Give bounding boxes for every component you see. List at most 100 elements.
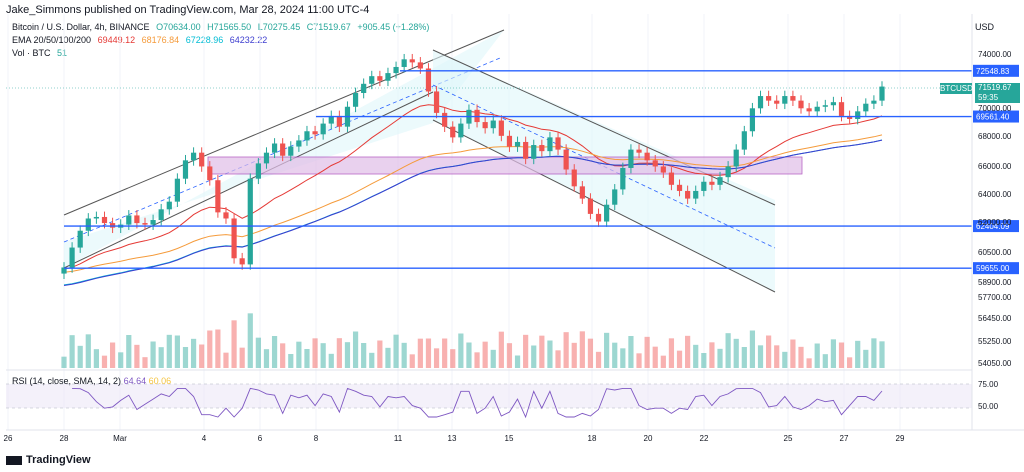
y-tick-label: 56450.00 [978,314,1012,323]
candle-body [701,181,707,191]
volume-bars [61,313,885,368]
x-tick-label: Mar [113,434,127,443]
candle-body [595,213,602,222]
volume-bar [239,347,245,368]
ema200-value: 64232.22 [229,35,268,45]
volume-bar [587,338,594,368]
candle-body [401,59,407,67]
candle-body [255,163,261,179]
candle-body [717,177,723,185]
volume-bar [150,341,156,368]
volume-bar [182,347,189,368]
candle-body [304,131,310,141]
volume-bar [377,340,383,368]
volume-bar [231,320,237,368]
vol-value: 51 [57,48,68,58]
candle-body [417,62,423,69]
volume-bar [693,344,699,368]
ohlc-change: +905.45 (+1.28%) [357,22,430,32]
ohlc-high: H71565.50 [207,22,252,32]
price-badge-value: 71519.67 59:35 [975,83,1020,103]
volume-bar [442,338,448,368]
x-tick-label: 28 [60,434,69,443]
y-tick-label: 60500.00 [978,248,1012,257]
x-tick-label: 6 [258,434,263,443]
candle-body [757,96,764,109]
volume-bar [604,332,610,368]
volume-bar [433,348,440,368]
volume-bar [271,336,278,368]
volume-bar [118,352,124,368]
volume-bar [814,343,820,368]
candle-body [766,96,772,101]
volume-bar [709,342,715,368]
candle-body [174,178,180,202]
volume-bar [741,347,747,368]
volume-bar [215,329,221,368]
x-tick-label: 27 [840,434,849,443]
candle-body [498,120,504,136]
candle-body [847,115,853,120]
x-tick-label: 13 [448,434,457,443]
volume-bar [190,338,197,368]
level-label-bg [973,64,1019,77]
candle-body [490,120,496,129]
volume-bar [498,331,504,368]
candle-body [109,223,116,228]
volume-bar [506,343,513,368]
x-tick-label: 15 [505,434,514,443]
y-tick-label: 55250.00 [978,337,1012,346]
tradingview-logo[interactable]: TradingView [6,454,91,466]
volume-bar [725,333,731,368]
volume-bar [425,338,432,368]
candle-body [644,152,650,161]
candle-body [636,149,642,153]
rsi-tick-label: 75.00 [978,380,999,389]
volume-bar [636,353,642,368]
x-tick-label: 8 [314,434,319,443]
volume-bar [85,334,91,368]
candle-body [604,204,610,222]
candle-body [838,102,845,116]
volume-bar [644,336,650,368]
candle-body [182,160,189,179]
y-tick-label: 70000.00 [978,104,1012,113]
candle-body [442,112,448,127]
volume-bar [660,355,666,368]
volume-bar [490,349,496,368]
candle-body [563,149,569,170]
candle-body [458,123,464,138]
y-tick-label: 64000.00 [978,190,1012,199]
rsi-value: 64.64 [123,376,147,386]
volume-bar [312,338,318,368]
volume-bar [61,356,67,368]
candle-body [69,247,75,268]
volume-bar [774,345,780,368]
volume-bar [296,341,302,368]
volume-bar [782,351,788,368]
level-label: 59655.00 [976,264,1010,273]
volume-bar [385,347,391,368]
candle-body [231,218,237,259]
ema20-value: 69449.12 [97,35,136,45]
volume-bar [539,335,545,368]
volume-bar [571,342,577,368]
candle-body [506,135,513,147]
volume-bar [595,351,602,368]
rsi-line [72,387,883,419]
candle-body [612,189,618,205]
volume-bar [174,335,180,368]
volume-bar [207,330,213,368]
vol-info-line[interactable]: Vol · BTC 51 [12,48,71,58]
rsi-legend[interactable]: RSI (14, close, SMA, 14, 2) 64.64 60.06 [12,376,171,386]
volume-bar [450,349,456,368]
candle-body [312,131,318,135]
candle-body [352,92,359,107]
ema200-line [63,139,883,286]
candle-body [806,108,812,112]
axes: 74000.00 70000.00 68000.00 66000.00 64000.00… [4,14,1024,443]
volume-bar [620,348,626,368]
level-label-bg [973,262,1019,275]
bar-countdown: 59:35 [978,93,999,102]
